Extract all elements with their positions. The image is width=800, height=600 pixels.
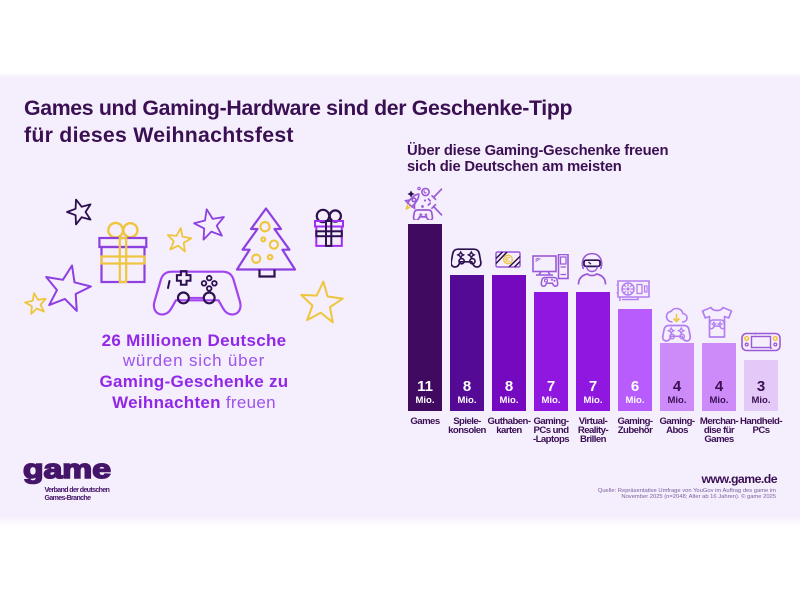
svg-text:game: game <box>23 454 111 484</box>
